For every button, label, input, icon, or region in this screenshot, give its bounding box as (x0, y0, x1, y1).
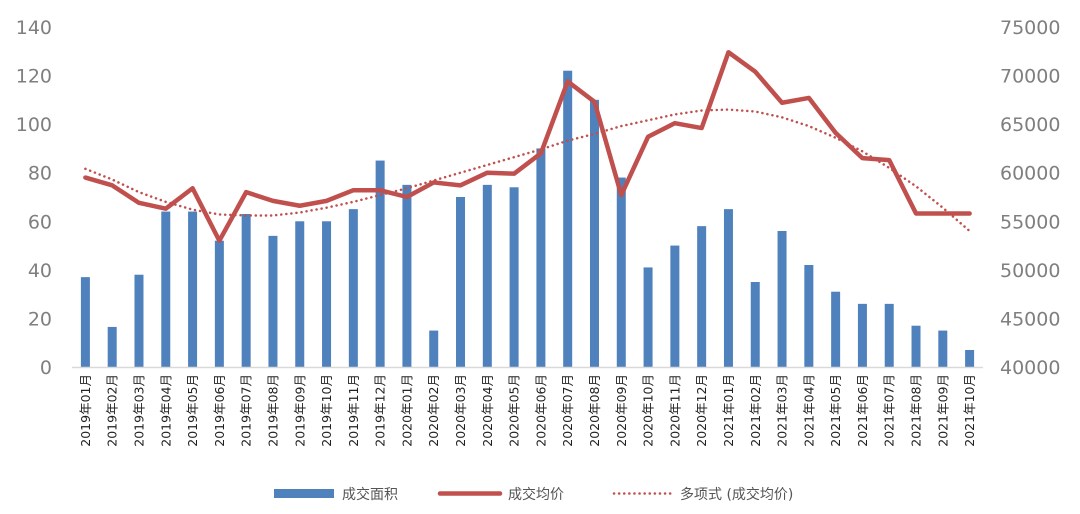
legend-label-trend: 多项式 (成交均价) (680, 486, 793, 503)
x-tick-label: 2021年03月 (775, 374, 790, 447)
left-tick-label: 60 (28, 211, 52, 233)
bar (616, 177, 626, 367)
legend: 成交面积 成交均价 多项式 (成交均价) (274, 486, 793, 503)
bar (536, 148, 546, 367)
x-tick-label: 2019年03月 (131, 374, 146, 447)
trendline (84, 108, 971, 233)
bar (723, 209, 733, 367)
bar (134, 274, 144, 367)
bar (777, 231, 787, 367)
bar (911, 325, 921, 367)
x-tick-label: 2020年06月 (533, 374, 548, 447)
left-tick-label: 80 (28, 163, 52, 185)
left-tick-label: 100 (16, 114, 52, 136)
bar (188, 211, 198, 367)
right-tick-label: 60000 (1000, 163, 1060, 185)
x-tick-label: 2020年10月 (641, 374, 656, 447)
bar (670, 245, 680, 367)
x-tick-label: 2020年07月 (560, 374, 575, 447)
x-tick-label: 2021年07月 (882, 374, 897, 447)
x-tick-label: 2019年07月 (239, 374, 254, 447)
right-tick-label: 70000 (1000, 66, 1060, 88)
x-tick-label: 2019年09月 (292, 374, 307, 447)
bar (697, 226, 707, 367)
bar-series (80, 70, 975, 367)
x-tick-label: 2020年02月 (426, 374, 441, 447)
left-tick-label: 20 (28, 308, 52, 330)
left-tick-label: 0 (40, 357, 52, 379)
right-tick-label: 40000 (1000, 357, 1060, 379)
bar (402, 184, 412, 367)
bar (214, 240, 224, 367)
legend-swatch-bar (274, 489, 334, 498)
x-tick-label: 2021年02月 (748, 374, 763, 447)
x-tick-label: 2021年04月 (801, 374, 816, 447)
bar (241, 214, 251, 367)
x-tick-label: 2019年02月 (105, 374, 120, 447)
right-tick-label: 75000 (1000, 17, 1060, 39)
x-tick-label: 2020年04月 (480, 374, 495, 447)
x-tick-label: 2019年10月 (319, 374, 334, 447)
bar (938, 330, 948, 367)
bar (295, 221, 305, 367)
x-tick-label: 2020年08月 (587, 374, 602, 447)
x-tick-label: 2021年01月 (721, 374, 736, 447)
x-tick-label: 2020年12月 (694, 374, 709, 447)
x-tick-label: 2020年09月 (614, 374, 629, 447)
bar (589, 99, 599, 367)
legend-label-line: 成交均价 (508, 486, 564, 503)
bar (322, 221, 332, 367)
x-tick-label: 2021年10月 (962, 374, 977, 447)
bar (750, 282, 760, 367)
right-tick-label: 50000 (1000, 260, 1060, 282)
right-tick-label: 45000 (1000, 308, 1060, 330)
x-tick-label: 2019年05月 (185, 374, 200, 447)
bar (831, 291, 841, 367)
x-tick-label: 2020年01月 (399, 374, 414, 447)
left-tick-label: 140 (16, 17, 52, 39)
left-tick-label: 40 (28, 260, 52, 282)
x-tick-label: 2019年06月 (212, 374, 227, 447)
right-axis-ticks: 40000 45000 50000 55000 60000 65000 70000 75000 (1000, 17, 1060, 379)
left-tick-label: 120 (16, 66, 52, 88)
bar (107, 326, 117, 367)
right-tick-label: 55000 (1000, 211, 1060, 233)
bar (456, 197, 466, 367)
x-tick-label: 2019年08月 (265, 374, 280, 447)
bar (563, 70, 573, 367)
bar (429, 330, 439, 367)
bar (509, 187, 519, 367)
price-line (83, 50, 972, 243)
bar (884, 303, 894, 367)
x-tick-label: 2021年09月 (935, 374, 950, 447)
bar (643, 267, 653, 367)
bar (482, 184, 492, 367)
x-tick-label: 2019年11月 (346, 374, 361, 447)
x-tick-label: 2020年05月 (507, 374, 522, 447)
bar (375, 160, 385, 367)
x-tick-label: 2020年11月 (667, 374, 682, 447)
x-tick-label: 2021年05月 (828, 374, 843, 447)
bar (804, 265, 814, 367)
bar (268, 235, 278, 367)
x-tick-label: 2020年03月 (453, 374, 468, 447)
x-tick-label: 2021年06月 (855, 374, 870, 447)
bar (80, 277, 90, 367)
x-tick-label: 2019年01月 (78, 374, 93, 447)
bar (348, 209, 358, 367)
legend-label-bar: 成交面积 (342, 486, 398, 503)
bar (857, 303, 867, 367)
bar (161, 211, 171, 367)
line-series (83, 50, 972, 243)
x-tick-label: 2019年12月 (373, 374, 388, 447)
right-tick-label: 65000 (1000, 114, 1060, 136)
x-tick-label: 2021年08月 (909, 374, 924, 447)
left-axis-ticks: 0 20 40 60 80 100 120 140 (16, 17, 52, 379)
bar (965, 350, 975, 367)
x-tick-label: 2019年04月 (158, 374, 173, 447)
x-axis-ticks: 2019年01月 2019年02月 2019年03月 2019年04月 2019年05月… (78, 374, 977, 447)
